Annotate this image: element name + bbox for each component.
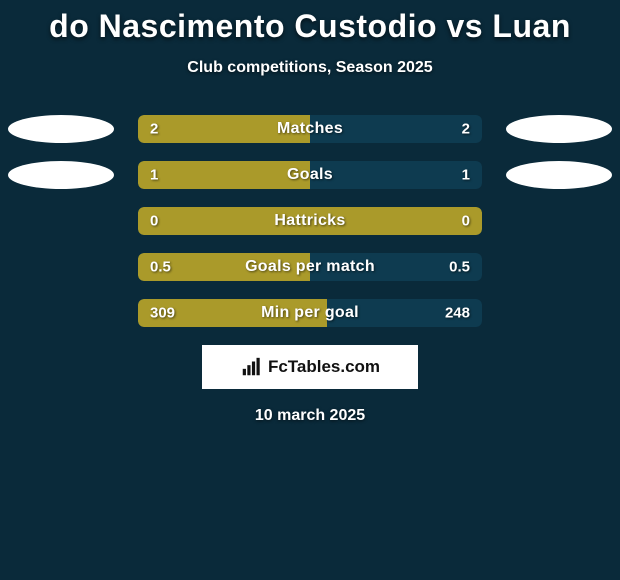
stat-bar: 0 Hattricks 0 <box>138 207 482 235</box>
bar-fill <box>138 161 310 189</box>
stat-value-right: 0.5 <box>449 259 470 276</box>
stat-bar: 309 Min per goal 248 <box>138 299 482 327</box>
stat-bar: 1 Goals 1 <box>138 161 482 189</box>
player-left-marker <box>8 161 114 189</box>
stat-value-right: 0 <box>462 213 470 230</box>
stat-value-left: 2 <box>150 121 158 138</box>
stat-value-left: 0 <box>150 213 158 230</box>
branding-text: FcTables.com <box>268 357 380 377</box>
stat-value-left: 309 <box>150 305 175 322</box>
stats-area: 2 Matches 2 1 Goals 1 0 Hattricks 0 0.5 Goals per … <box>0 115 620 327</box>
stat-value-left: 0.5 <box>150 259 171 276</box>
player-right-marker <box>506 161 612 189</box>
stat-bar: 0.5 Goals per match 0.5 <box>138 253 482 281</box>
player-right-marker <box>506 115 612 143</box>
stat-row: 309 Min per goal 248 <box>0 299 620 327</box>
stat-value-right: 248 <box>445 305 470 322</box>
stat-value-left: 1 <box>150 167 158 184</box>
stat-label: Goals per match <box>245 258 375 276</box>
stat-label: Hattricks <box>274 212 345 230</box>
subtitle: Club competitions, Season 2025 <box>0 59 620 77</box>
stat-row: 2 Matches 2 <box>0 115 620 143</box>
bar-chart-icon <box>240 356 262 378</box>
date-text: 10 march 2025 <box>0 407 620 425</box>
stat-row: 0 Hattricks 0 <box>0 207 620 235</box>
stat-value-right: 1 <box>462 167 470 184</box>
stat-label: Matches <box>277 120 343 138</box>
stat-row: 1 Goals 1 <box>0 161 620 189</box>
player-left-marker <box>8 115 114 143</box>
stat-label: Min per goal <box>261 304 359 322</box>
stat-bar: 2 Matches 2 <box>138 115 482 143</box>
branding-badge[interactable]: FcTables.com <box>202 345 418 389</box>
stat-value-right: 2 <box>462 121 470 138</box>
stat-label: Goals <box>287 166 333 184</box>
page-title: do Nascimento Custodio vs Luan <box>0 8 620 45</box>
stat-row: 0.5 Goals per match 0.5 <box>0 253 620 281</box>
